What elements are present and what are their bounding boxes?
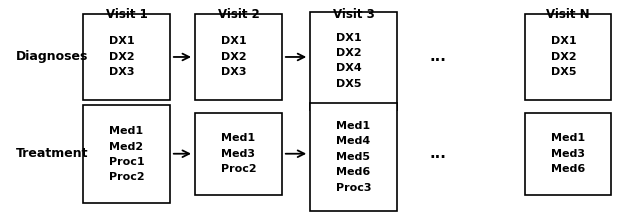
FancyBboxPatch shape [310,103,397,211]
Text: Visit N: Visit N [546,8,590,20]
Text: Visit 1: Visit 1 [106,8,147,20]
Text: DX1: DX1 [221,37,247,46]
Text: DX2: DX2 [337,48,362,58]
Text: Visit 3: Visit 3 [333,8,374,20]
Text: Med1: Med1 [221,133,255,143]
Text: DX5: DX5 [550,68,576,77]
Text: Treatment: Treatment [16,147,88,160]
Text: Med3: Med3 [221,149,255,159]
Text: DX1: DX1 [109,37,135,46]
Text: DX2: DX2 [550,52,577,62]
Text: Med1: Med1 [109,126,143,136]
FancyBboxPatch shape [83,14,170,100]
FancyBboxPatch shape [310,12,397,110]
Text: Proc1: Proc1 [109,157,145,167]
FancyBboxPatch shape [195,14,282,100]
Text: DX5: DX5 [337,79,362,89]
Text: Proc2: Proc2 [221,164,257,174]
Text: Visit 2: Visit 2 [218,8,259,20]
Text: Proc3: Proc3 [337,183,372,193]
Text: ...: ... [430,49,447,64]
Text: Med4: Med4 [337,137,371,146]
Text: Med5: Med5 [337,152,371,162]
FancyBboxPatch shape [83,105,170,203]
Text: DX3: DX3 [221,68,246,77]
Text: DX3: DX3 [109,68,134,77]
Text: DX4: DX4 [337,63,362,74]
FancyBboxPatch shape [525,14,611,100]
Text: Proc2: Proc2 [109,172,145,183]
Text: Med6: Med6 [337,167,371,177]
Text: Med3: Med3 [550,149,585,159]
Text: Diagnoses: Diagnoses [16,51,88,63]
Text: DX2: DX2 [221,52,247,62]
Text: DX2: DX2 [109,52,135,62]
Text: Med1: Med1 [550,133,585,143]
Text: ...: ... [430,146,447,161]
Text: DX1: DX1 [550,37,577,46]
FancyBboxPatch shape [525,113,611,195]
FancyBboxPatch shape [195,113,282,195]
Text: Med2: Med2 [109,141,143,152]
Text: Med6: Med6 [550,164,585,174]
Text: Med1: Med1 [337,121,371,131]
Text: DX1: DX1 [337,32,362,43]
